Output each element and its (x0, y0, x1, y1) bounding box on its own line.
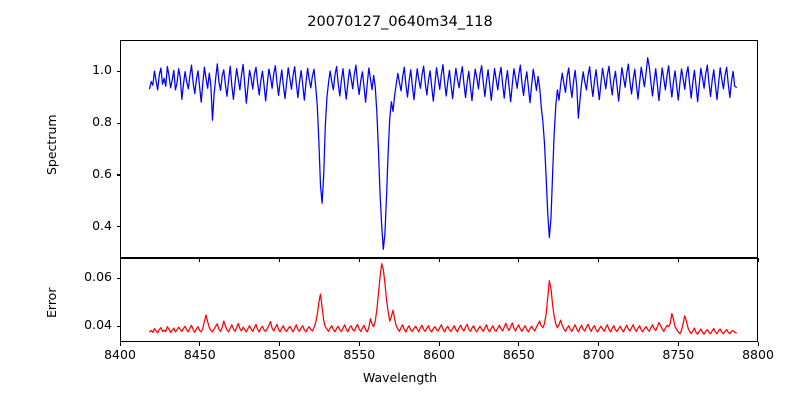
y-axis-label-error: Error (44, 287, 59, 318)
x-tick-label: 8800 (742, 347, 774, 362)
page-title: 20070127_0640m34_118 (307, 14, 493, 30)
x-tick-mark (279, 342, 281, 346)
x-tick-mark (518, 258, 520, 262)
y-tick-label: 0.04 (84, 317, 112, 333)
x-tick-mark (438, 342, 440, 346)
x-tick-label: 8650 (502, 347, 535, 362)
y-tick-mark (116, 226, 120, 228)
x-tick-mark (598, 258, 600, 262)
y-tick-mark (116, 70, 120, 72)
x-tick-label: 8700 (582, 347, 615, 362)
x-tick-mark (119, 342, 121, 346)
x-tick-mark (358, 258, 360, 262)
spectrum-line-series (121, 41, 757, 257)
x-tick-mark (518, 342, 520, 346)
y-tick-label: 1.0 (92, 62, 112, 78)
y-axis-label-spectrum: Spectrum (44, 114, 59, 175)
error-plot-panel (120, 258, 758, 342)
error-data-line (150, 264, 737, 335)
x-tick-mark (438, 258, 440, 262)
x-tick-mark (598, 342, 600, 346)
spectrum-plot-panel (120, 40, 758, 258)
x-tick-label: 8750 (662, 347, 695, 362)
y-tick-mark (116, 325, 120, 327)
x-tick-mark (757, 258, 759, 262)
y-tick-mark (116, 277, 120, 279)
x-tick-mark (199, 342, 201, 346)
x-tick-mark (119, 258, 121, 262)
x-tick-label: 8600 (423, 347, 455, 362)
y-tick-label: 0.06 (84, 269, 112, 285)
x-tick-mark (279, 258, 281, 262)
x-tick-label: 8400 (104, 347, 136, 362)
x-tick-label: 8500 (263, 347, 296, 362)
y-tick-mark (116, 174, 120, 176)
x-tick-mark (199, 258, 201, 262)
x-tick-mark (677, 258, 679, 262)
x-tick-mark (757, 342, 759, 346)
x-tick-mark (358, 342, 360, 346)
y-tick-label: 0.4 (92, 217, 112, 233)
spectrum-data-line (150, 58, 737, 250)
y-tick-mark (116, 122, 120, 124)
x-axis-label: Wavelength (362, 370, 438, 385)
error-line-series (121, 259, 757, 341)
y-tick-label: 0.6 (92, 165, 112, 181)
x-tick-mark (677, 342, 679, 346)
y-tick-label: 0.8 (92, 114, 112, 130)
x-tick-label: 8450 (183, 347, 216, 362)
x-tick-label: 8550 (343, 347, 376, 362)
